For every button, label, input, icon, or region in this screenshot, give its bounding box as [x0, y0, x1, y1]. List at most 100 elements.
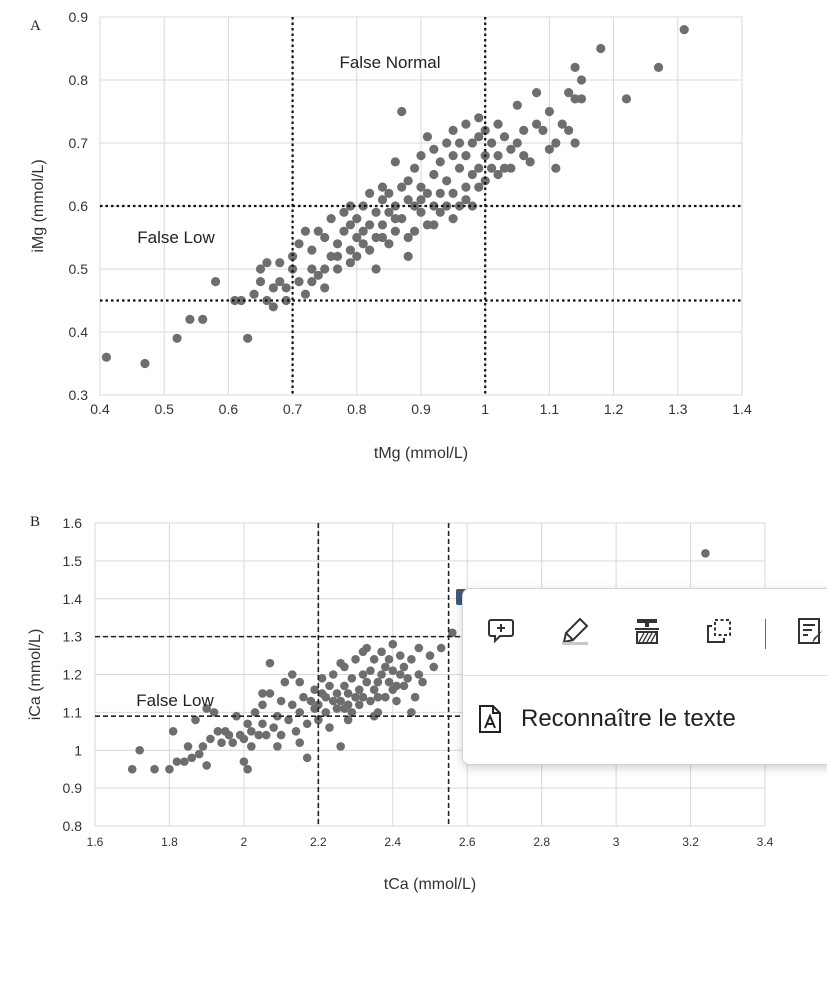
- data-point: [281, 283, 291, 293]
- data-point: [276, 696, 286, 706]
- y-tick-label: 0.6: [69, 198, 89, 214]
- data-point: [230, 295, 240, 306]
- data-point: [369, 655, 379, 664]
- data-point: [209, 708, 219, 717]
- data-point: [429, 201, 439, 211]
- data-point: [281, 295, 291, 306]
- data-point: [373, 692, 383, 702]
- data-point: [314, 700, 323, 710]
- data-point: [384, 655, 394, 664]
- data-point: [288, 264, 298, 274]
- data-point: [347, 673, 357, 683]
- data-point: [397, 182, 407, 192]
- data-point: [247, 727, 256, 736]
- data-point: [320, 232, 330, 243]
- x-tick-label: 0.4: [90, 401, 110, 417]
- data-point: [317, 673, 327, 683]
- data-point: [299, 692, 308, 702]
- data-point: [454, 163, 465, 173]
- data-point: [384, 207, 394, 217]
- region-annotation: False Low: [137, 228, 215, 247]
- strikethrough-button[interactable]: [627, 611, 667, 651]
- data-point: [474, 182, 484, 192]
- data-point: [202, 761, 211, 770]
- x-tick-label: 1.2: [604, 401, 624, 417]
- data-point: [493, 119, 503, 129]
- data-point: [399, 681, 409, 691]
- panel-label: B: [30, 514, 40, 530]
- data-point: [418, 677, 427, 687]
- data-point: [217, 738, 226, 747]
- highlight-button[interactable]: [555, 611, 595, 651]
- data-point: [294, 277, 304, 287]
- data-point: [397, 214, 407, 224]
- data-point: [410, 692, 420, 702]
- data-point: [339, 226, 349, 236]
- add-comment-button[interactable]: [481, 611, 521, 651]
- data-point: [564, 125, 574, 135]
- data-point: [250, 708, 260, 717]
- panel-a: 0.4 0.5 0.6 0.7 0.8 0.9 1 1.1 1.2 1.3 1.40.30.40.5…: [30, 9, 752, 462]
- region-annotation: False Normal: [339, 53, 440, 72]
- y-tick-label: 0.8: [69, 72, 89, 88]
- data-point: [321, 692, 331, 702]
- data-point: [551, 138, 561, 148]
- data-point: [448, 214, 458, 224]
- recognize-text-button[interactable]: Reconnaître le texte: [477, 697, 827, 741]
- data-point: [416, 207, 426, 217]
- data-point: [429, 662, 439, 672]
- data-point: [295, 738, 305, 747]
- data-point: [343, 689, 353, 698]
- data-point: [701, 549, 710, 558]
- edit-text-button[interactable]: [791, 611, 827, 651]
- data-point: [467, 201, 477, 211]
- data-point: [224, 730, 234, 740]
- data-point: [493, 169, 503, 180]
- data-point: [531, 88, 542, 98]
- y-axis-title: iCa (mmol/L): [27, 629, 44, 721]
- data-point: [332, 704, 342, 713]
- data-point: [275, 258, 285, 268]
- data-point: [358, 239, 368, 249]
- data-point: [276, 730, 286, 740]
- data-point: [576, 75, 587, 85]
- data-point: [354, 685, 364, 694]
- data-point: [653, 62, 664, 72]
- data-point: [254, 730, 264, 740]
- data-point: [435, 207, 445, 217]
- data-point: [268, 302, 278, 312]
- data-point: [422, 220, 433, 230]
- data-point: [442, 138, 452, 148]
- x-tick-label: 1.6: [87, 835, 104, 849]
- select-region-button[interactable]: [699, 611, 739, 651]
- y-tick-label: 0.9: [69, 9, 89, 25]
- x-tick-label: 3.4: [757, 835, 774, 849]
- data-point: [239, 757, 249, 766]
- data-point: [332, 251, 343, 261]
- data-point: [371, 207, 381, 217]
- data-point: [302, 753, 312, 763]
- y-tick-label: 1.2: [63, 667, 83, 683]
- data-point: [499, 132, 510, 142]
- data-point: [448, 151, 458, 161]
- data-point: [332, 239, 343, 249]
- data-point: [388, 666, 398, 676]
- data-point: [377, 182, 388, 192]
- data-point: [596, 43, 606, 54]
- data-point: [302, 719, 312, 729]
- y-tick-label: 1.4: [63, 591, 83, 607]
- y-tick-label: 1.5: [63, 553, 83, 569]
- recognize-text-label: Reconnaître le texte: [521, 705, 736, 732]
- data-point: [557, 119, 567, 129]
- data-point: [531, 119, 542, 129]
- data-point: [340, 681, 349, 691]
- data-point: [269, 723, 278, 732]
- data-point: [326, 214, 336, 224]
- data-point: [429, 220, 439, 230]
- data-point: [358, 692, 368, 702]
- data-point: [435, 157, 445, 167]
- data-point: [320, 264, 330, 274]
- data-point: [392, 696, 401, 706]
- data-point: [243, 333, 253, 343]
- data-point: [377, 647, 386, 657]
